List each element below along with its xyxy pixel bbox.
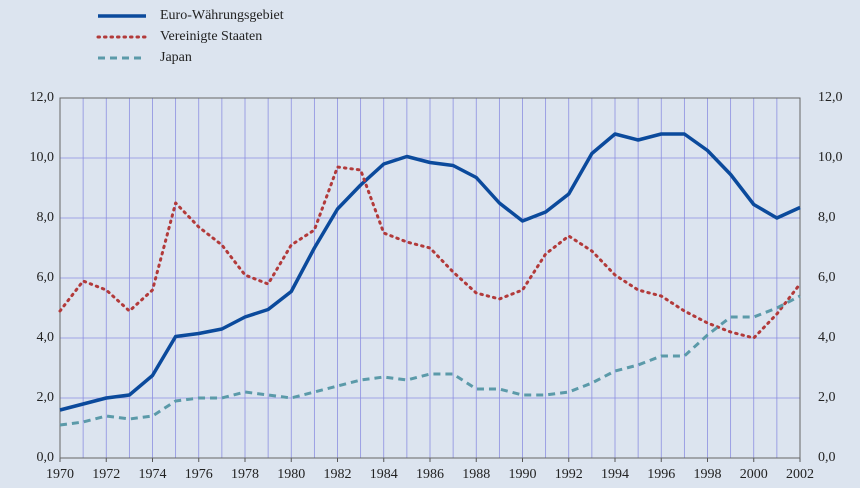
x-tick-label: 1996 [647,467,675,482]
y-tick-label: 2,0 [37,390,55,405]
x-tick-label: 1978 [231,467,259,482]
series-line [59,294,801,427]
plot-frame [59,97,801,459]
x-tick-label: 1982 [324,467,352,482]
series-line [58,165,802,340]
x-tick-label: 1988 [462,467,490,482]
y2-tick-label: 4,0 [818,330,836,345]
x-tick-label: 1994 [601,467,629,482]
y2-tick-label: 12,0 [818,90,843,105]
y-tick-label: 4,0 [37,330,55,345]
y2-tick-label: 8,0 [818,210,836,225]
y-tick-label: 0,0 [37,450,55,465]
x-tick-label: 1980 [277,467,305,482]
y2-tick-label: 0,0 [818,450,836,465]
y-tick-label: 10,0 [30,150,55,165]
series-line [59,132,801,412]
y-tick-label: 8,0 [37,210,55,225]
x-tick-label: 1972 [92,467,120,482]
x-tick-label: 2002 [786,467,814,482]
x-tick-label: 1976 [185,467,213,482]
y2-tick-label: 2,0 [818,390,836,405]
y2-tick-label: 6,0 [818,270,836,285]
x-tick-label: 1974 [139,467,167,482]
x-tick-label: 2000 [740,467,768,482]
x-tick-label: 1990 [509,467,537,482]
x-tick-label: 1984 [370,467,398,482]
legend-label: Vereinigte Staaten [160,29,262,44]
y2-tick-label: 10,0 [818,150,843,165]
legend-label: Japan [160,50,192,65]
y-tick-label: 6,0 [37,270,55,285]
x-tick-label: 1998 [694,467,722,482]
y-tick-label: 12,0 [30,90,55,105]
legend-label: Euro-Währungsgebiet [160,8,284,23]
x-tick-label: 1970 [46,467,74,482]
x-tick-label: 1992 [555,467,583,482]
x-tick-label: 1986 [416,467,444,482]
